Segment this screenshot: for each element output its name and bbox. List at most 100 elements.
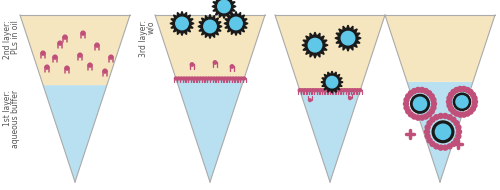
Circle shape <box>184 76 189 81</box>
Circle shape <box>324 88 328 92</box>
Circle shape <box>450 141 456 147</box>
Circle shape <box>190 62 194 67</box>
Circle shape <box>405 93 411 99</box>
Polygon shape <box>335 25 361 51</box>
Circle shape <box>446 95 452 101</box>
Circle shape <box>442 144 448 151</box>
Circle shape <box>432 120 454 143</box>
Circle shape <box>214 76 219 81</box>
Circle shape <box>40 50 46 56</box>
Circle shape <box>58 40 62 46</box>
Circle shape <box>446 114 453 120</box>
Circle shape <box>428 108 435 115</box>
Circle shape <box>231 76 235 81</box>
Circle shape <box>424 124 431 131</box>
Circle shape <box>455 95 469 108</box>
Circle shape <box>464 87 470 93</box>
Text: 3rd layer:: 3rd layer: <box>138 20 147 57</box>
Circle shape <box>348 88 352 92</box>
Polygon shape <box>43 85 107 182</box>
Polygon shape <box>407 82 473 182</box>
Circle shape <box>341 31 355 45</box>
Circle shape <box>308 98 312 102</box>
Circle shape <box>326 76 338 88</box>
Circle shape <box>236 76 241 81</box>
Circle shape <box>419 114 425 121</box>
Polygon shape <box>275 15 385 90</box>
Circle shape <box>78 52 82 58</box>
Circle shape <box>454 87 460 93</box>
Circle shape <box>408 90 414 96</box>
Circle shape <box>300 88 304 92</box>
Circle shape <box>405 108 411 115</box>
Circle shape <box>310 88 315 92</box>
Circle shape <box>220 76 224 81</box>
Circle shape <box>457 112 464 118</box>
Circle shape <box>446 102 452 109</box>
Circle shape <box>176 76 181 81</box>
Circle shape <box>454 110 460 117</box>
Circle shape <box>430 141 436 147</box>
Circle shape <box>108 55 114 60</box>
Circle shape <box>424 129 430 135</box>
Circle shape <box>450 108 456 115</box>
Circle shape <box>340 88 344 92</box>
Circle shape <box>430 97 436 103</box>
Circle shape <box>456 129 462 135</box>
Circle shape <box>434 124 452 140</box>
Circle shape <box>415 87 421 93</box>
Circle shape <box>412 97 428 111</box>
Circle shape <box>464 110 470 117</box>
Circle shape <box>452 93 471 111</box>
Circle shape <box>223 76 227 81</box>
Circle shape <box>422 113 429 120</box>
Circle shape <box>64 65 70 71</box>
Circle shape <box>460 86 467 92</box>
Circle shape <box>348 96 352 100</box>
Circle shape <box>468 89 473 95</box>
Circle shape <box>242 76 246 81</box>
Circle shape <box>174 76 178 81</box>
Circle shape <box>201 76 205 81</box>
Circle shape <box>450 116 456 123</box>
Circle shape <box>322 88 326 92</box>
Circle shape <box>88 63 92 68</box>
Circle shape <box>44 64 50 70</box>
Circle shape <box>94 42 100 48</box>
Circle shape <box>318 88 323 92</box>
Circle shape <box>448 92 454 98</box>
Circle shape <box>196 76 200 81</box>
Circle shape <box>329 88 334 92</box>
Polygon shape <box>321 71 343 93</box>
Circle shape <box>426 137 432 144</box>
Polygon shape <box>302 32 328 58</box>
Circle shape <box>472 95 478 101</box>
Text: aqueous buffer: aqueous buffer <box>12 90 20 148</box>
Circle shape <box>176 17 188 30</box>
Circle shape <box>188 76 192 81</box>
Circle shape <box>404 97 410 103</box>
Text: 2nd layer:: 2nd layer: <box>4 20 13 59</box>
Circle shape <box>209 76 214 81</box>
Circle shape <box>206 76 211 81</box>
Text: w/o: w/o <box>146 20 156 33</box>
Circle shape <box>411 113 418 120</box>
Circle shape <box>212 60 218 65</box>
Circle shape <box>446 143 453 150</box>
Circle shape <box>411 88 418 94</box>
Circle shape <box>102 68 108 74</box>
Circle shape <box>424 133 431 139</box>
Circle shape <box>182 76 186 81</box>
Polygon shape <box>170 11 194 36</box>
Circle shape <box>204 20 216 33</box>
Circle shape <box>428 93 435 99</box>
Circle shape <box>326 88 331 92</box>
Circle shape <box>204 76 208 81</box>
Circle shape <box>438 113 444 119</box>
Polygon shape <box>385 15 495 82</box>
Circle shape <box>433 143 440 150</box>
Circle shape <box>454 137 460 144</box>
Circle shape <box>404 105 410 111</box>
Circle shape <box>454 120 460 126</box>
Circle shape <box>448 106 454 112</box>
